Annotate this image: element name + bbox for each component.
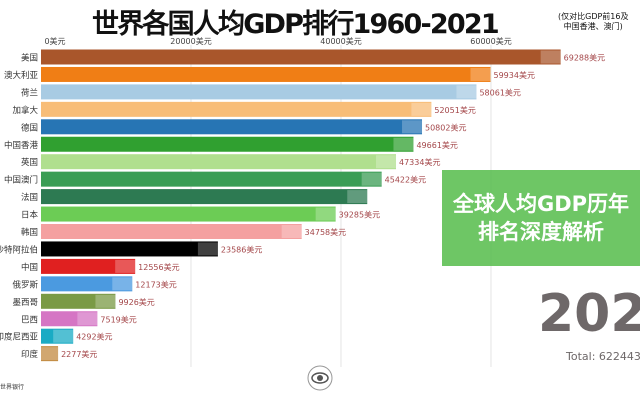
bar-category-label: 印度 xyxy=(21,349,39,360)
bar xyxy=(41,171,382,187)
bar xyxy=(41,241,218,257)
bar xyxy=(41,258,136,274)
bar xyxy=(41,346,59,362)
source-label: 世界银行 xyxy=(0,384,25,391)
bar-category-label: 墨西哥 xyxy=(12,298,38,308)
bar-category-label: 荷兰 xyxy=(21,87,38,98)
bar-value-label: 58061美元 xyxy=(479,87,520,97)
bar xyxy=(41,154,397,170)
bar xyxy=(41,276,133,292)
bar-value-label: 7519美元 xyxy=(100,314,136,324)
bar-category-label: 日本 xyxy=(21,210,39,221)
note-line-2: 中国香港、澳门) xyxy=(563,22,623,31)
bar xyxy=(41,328,74,344)
bar-category-label: 澳大利亚 xyxy=(4,70,39,81)
bar xyxy=(41,293,116,309)
bar-category-label: 中国澳门 xyxy=(4,175,38,186)
bar-value-label: 49661美元 xyxy=(416,140,457,150)
bar-category-label: 英国 xyxy=(21,157,38,168)
flag-icon xyxy=(315,207,336,221)
bar-category-label: 中国香港 xyxy=(4,140,39,151)
bar-value-label: 59934美元 xyxy=(494,70,535,80)
flag-icon xyxy=(281,225,302,238)
x-tick-label: 40000美元 xyxy=(320,36,361,46)
bar-category-label: 韩国 xyxy=(21,227,38,238)
bar-category-label: 中国 xyxy=(21,262,38,273)
flag-icon xyxy=(53,329,74,343)
flag-icon xyxy=(115,259,136,273)
bar-value-label: 50802美元 xyxy=(425,122,466,132)
x-tick-label: 0美元 xyxy=(44,36,65,46)
banner-text: 全球人均GDP历年排名深度解析 xyxy=(452,192,630,244)
total-label: Total: 622443 xyxy=(566,350,640,363)
bar-category-label: 美国 xyxy=(21,53,38,64)
flag-icon xyxy=(456,85,477,99)
flag-icon xyxy=(411,102,432,116)
flag-icon xyxy=(361,172,382,186)
bar-category-label: 俄罗斯 xyxy=(12,279,38,290)
bar-category-label: 德国 xyxy=(21,122,38,133)
bar xyxy=(41,224,302,239)
bar-value-label: 9926美元 xyxy=(118,297,154,307)
x-tick-label: 60000美元 xyxy=(470,36,511,46)
flag-icon xyxy=(112,277,133,291)
bar xyxy=(41,66,491,82)
bar-value-label: 12556美元 xyxy=(138,262,179,272)
bar xyxy=(41,49,561,65)
year-label: 202 xyxy=(538,284,640,344)
flag-icon xyxy=(197,242,218,256)
flag-icon xyxy=(470,67,491,81)
bar-category-label: 法国 xyxy=(21,192,38,203)
chart-note: (仅对比GDP前16及 中国香港、澳门) xyxy=(558,12,628,32)
x-tick-label: 20000美元 xyxy=(170,36,211,46)
bar-value-label: 39285美元 xyxy=(339,210,380,220)
bar-value-label: 47334美元 xyxy=(399,157,440,167)
bar-value-label: 4292美元 xyxy=(76,332,112,342)
flag-icon xyxy=(402,120,423,134)
bar xyxy=(41,136,414,152)
flag-icon xyxy=(95,294,116,308)
flag-icon xyxy=(38,347,59,361)
bar-value-label: 45422美元 xyxy=(385,175,426,185)
chart-title: 世界各国人均GDP排行1960-2021 xyxy=(92,9,500,40)
bar-value-label: 12173美元 xyxy=(135,279,176,289)
bar xyxy=(41,101,432,117)
flag-icon xyxy=(540,50,561,64)
bar xyxy=(41,206,336,222)
bar-value-label: 23586美元 xyxy=(221,244,262,254)
bar-value-label: 69288美元 xyxy=(564,53,605,63)
bar xyxy=(41,311,98,327)
eye-logo-icon xyxy=(307,365,333,391)
flag-icon xyxy=(376,155,397,169)
bar-value-label: 34758美元 xyxy=(305,227,346,237)
flag-icon xyxy=(393,137,414,151)
flag-icon xyxy=(77,312,98,326)
bar-category-label: 巴西 xyxy=(21,315,38,325)
title-banner: 全球人均GDP历年排名深度解析 xyxy=(442,170,640,266)
bar-category-label: 加拿大 xyxy=(12,105,38,116)
bar-category-label: 沙特阿拉伯 xyxy=(0,244,38,255)
bar xyxy=(41,84,477,100)
bar-value-label: 52051美元 xyxy=(434,105,475,115)
bar-value-label: 2277美元 xyxy=(61,349,97,359)
bar-category-label: 印度尼西亚 xyxy=(0,332,38,343)
bar xyxy=(41,189,368,205)
flag-icon xyxy=(347,190,368,204)
note-line-1: (仅对比GDP前16及 xyxy=(558,12,629,21)
bar xyxy=(41,119,423,135)
